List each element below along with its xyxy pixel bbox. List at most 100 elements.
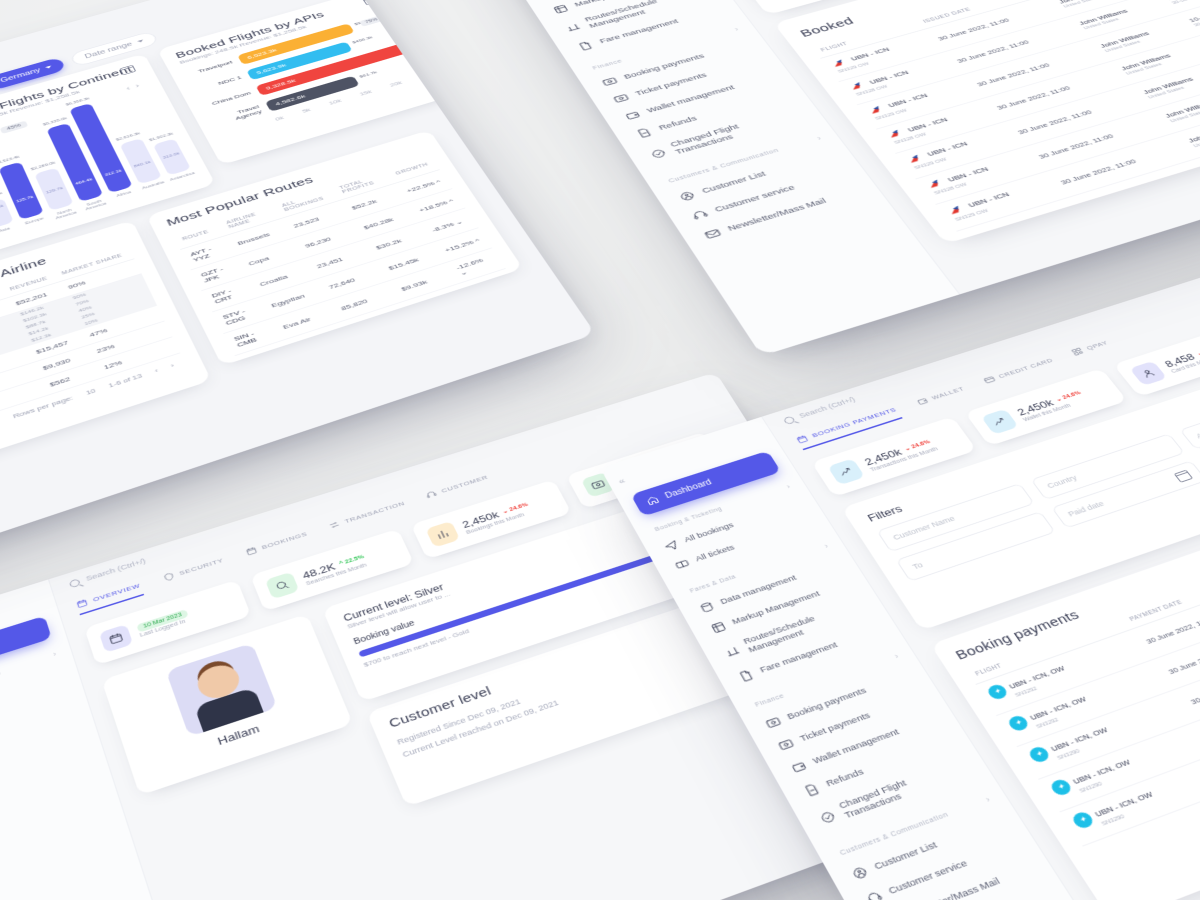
trend-icon xyxy=(980,408,1019,435)
bar-label: 6,523.3k xyxy=(246,47,278,61)
search-placeholder: Search (Ctrl+/) xyxy=(797,395,858,421)
sidebar-group-label: Booking & Ticketing› xyxy=(0,650,58,698)
filter-airline[interactable]: Airline xyxy=(1179,385,1200,450)
stat-sub: Bookings this Month xyxy=(465,512,526,536)
chevron-right-icon[interactable]: › xyxy=(983,794,993,805)
axis-tick: 0k xyxy=(274,114,285,122)
stat-value: 8,458 xyxy=(1161,350,1198,370)
avatar xyxy=(165,642,278,737)
stat-change: ⌄ 8.1% xyxy=(1195,346,1200,357)
date-range-select[interactable]: Date range xyxy=(69,30,160,68)
country-select[interactable]: Germany xyxy=(0,56,67,91)
filter-placeholder: Customer Name xyxy=(891,514,957,542)
tab-label: OVERVIEW xyxy=(92,582,142,604)
chevron-down-icon xyxy=(45,65,53,70)
stat-value-row: 2,450k ⌄ 24.6% xyxy=(1014,388,1084,418)
tab-wallet[interactable]: WALLET xyxy=(915,385,969,411)
bar-row: NDC 1 5,623.9k $456.3k xyxy=(193,26,405,96)
axis-tick: 5k xyxy=(301,106,312,114)
tab-bookings[interactable]: BOOKINGS xyxy=(244,530,310,561)
bar-label: 5,623.9k xyxy=(255,62,288,76)
payment-method-icon: ✦ xyxy=(1005,713,1031,733)
sidebar-active-label: Dashboard xyxy=(664,478,714,500)
bar: 5,623.9k $456.3k xyxy=(246,36,374,81)
stat-value: 2,450k xyxy=(1014,396,1056,418)
bar-value: $2,616.3k xyxy=(115,131,141,143)
stat-card[interactable]: 2,450k ⌄ 24.6% Bookings this Month xyxy=(410,479,572,560)
axis-tick: 25k xyxy=(418,70,434,79)
stat-change: ⌄ 24.6% xyxy=(903,439,932,453)
country-label: Germany xyxy=(0,66,42,84)
collapse-sidebar-icon[interactable]: « xyxy=(617,477,627,487)
rows-per-page-value[interactable]: 10 xyxy=(430,322,443,332)
next-page-icon[interactable]: › xyxy=(510,298,517,305)
calendar-icon xyxy=(98,624,134,653)
stat-sub: Wallet this Month xyxy=(1022,402,1073,423)
tab-label: BOOKING PAYMENTS xyxy=(810,406,898,439)
bar-end-label: $228.9k xyxy=(409,37,431,46)
range-label: 1-5 of 13 xyxy=(451,308,487,325)
bar-value: $2,289.0k xyxy=(30,161,57,172)
bar-inner-label: 125.7k xyxy=(15,195,35,204)
tab-credit-card[interactable]: CREDIT CARD xyxy=(982,356,1059,389)
calendar-icon xyxy=(1173,469,1193,483)
search-placeholder: Search (Ctrl+/) xyxy=(84,557,147,584)
bar: 6,523.3k $963.3k 75% xyxy=(237,15,384,65)
user-icon xyxy=(1129,360,1168,386)
tab-customer[interactable]: CUSTOMER xyxy=(425,473,492,504)
apis-subtitle: Bookings: 248.5k Revenue: $1,258.5k xyxy=(178,24,308,66)
bar-category: Travelport xyxy=(197,59,234,74)
customer-name: Hallam xyxy=(215,722,261,748)
prev-page-icon[interactable]: ‹ xyxy=(153,367,160,375)
tab-overview[interactable]: OVERVIEW xyxy=(75,581,144,616)
stat-card[interactable]: 8,458 ⌄ 8.1% Card this Month xyxy=(1113,321,1200,397)
chevron-down-icon xyxy=(137,39,144,44)
chevron-right-icon[interactable]: › xyxy=(51,649,58,659)
tab-label: SECURITY xyxy=(178,556,225,577)
bar-inner-label: 129.7k xyxy=(45,186,64,195)
airline-table: Airline NameNo. of BookingsRevenueMarket… xyxy=(0,246,181,457)
filter-placeholder: Paid date xyxy=(1066,499,1106,519)
bar-end-label: $456.3k xyxy=(351,35,374,45)
chevron-right-icon[interactable]: › xyxy=(785,483,793,491)
bar: $1,228.3k 428.3k Asia xyxy=(0,191,14,234)
bar-label: 4,582.6k xyxy=(274,93,307,107)
airline-logo-icon xyxy=(948,205,961,214)
chevron-right-icon[interactable]: › xyxy=(815,134,824,142)
stat-card[interactable]: 2,450k ⌄ 24.6% Wallet this Month xyxy=(964,368,1128,447)
chevron-right-icon[interactable]: › xyxy=(732,25,741,33)
stat-value-row: 2,450k ⌄ 24.6% xyxy=(460,499,530,530)
bar-value: $5,335.0k xyxy=(42,116,68,127)
search-input[interactable]: Search (Ctrl+/) xyxy=(68,557,147,588)
stat-change: ⌄ 24.6% xyxy=(501,502,529,515)
date-range-label: Date range xyxy=(83,41,134,60)
payment-method-icon: ✦ xyxy=(985,682,1010,702)
bar-inner-label: 464.4k xyxy=(74,177,94,187)
bar-inner-label: 428.3k xyxy=(0,204,5,213)
calendar-icon[interactable] xyxy=(119,64,137,76)
search-icon xyxy=(782,415,796,425)
tab-qpay[interactable]: QPAY xyxy=(1070,339,1113,361)
stat-card[interactable]: 48.2K ^ 22.5% Searches this Month xyxy=(250,528,415,612)
tab-transaction[interactable]: TRANSACTION xyxy=(328,499,409,534)
home-icon xyxy=(645,495,661,507)
tab-booking-payments[interactable]: BOOKING PAYMENTS xyxy=(794,405,903,451)
chevron-right-icon[interactable]: › xyxy=(893,652,901,661)
search-input[interactable]: Search (Ctrl+/) xyxy=(782,396,857,425)
prev-page-icon[interactable]: ‹ xyxy=(495,303,502,310)
bar-value: $1,902.3k xyxy=(148,132,175,143)
calendar-icon[interactable] xyxy=(362,0,380,6)
tab-label: BOOKINGS xyxy=(260,530,309,551)
bar-value: $6,358.3k xyxy=(65,96,91,107)
rows-per-page-value[interactable]: 10 xyxy=(84,387,97,397)
next-page-icon[interactable]: › xyxy=(169,362,176,370)
stat-value: 2,450k xyxy=(460,508,501,530)
stat-value: 48.2K xyxy=(300,560,338,581)
stat-sub: Card this Month xyxy=(1170,356,1200,375)
chevron-right-icon[interactable]: › xyxy=(823,542,831,550)
tab-security[interactable]: SECURITY xyxy=(162,556,227,587)
stat-change: ^ 22.5% xyxy=(338,554,365,567)
bars-icon xyxy=(425,520,461,548)
search-icon xyxy=(264,571,300,600)
